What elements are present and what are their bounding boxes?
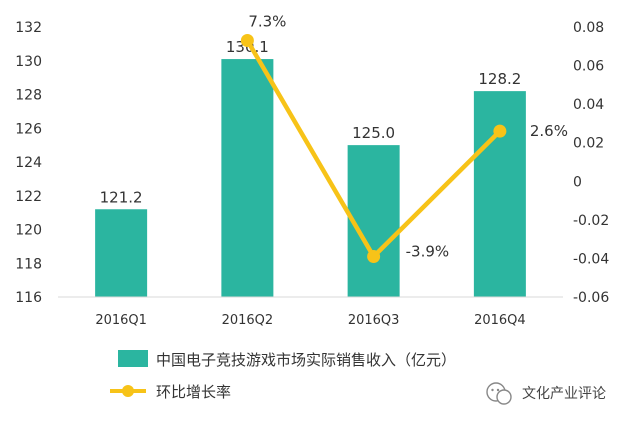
x-axis: 2016Q1 2016Q2 2016Q3 2016Q4	[58, 296, 563, 328]
y-left-tick-label: 120	[15, 223, 42, 239]
y-axis-left: 116 118 120 122 124 126 128 130 132	[15, 20, 42, 306]
x-tick-label: 2016Q3	[348, 313, 400, 328]
y-left-tick-label: 124	[15, 155, 42, 171]
bar-series: 121.2 130.1 125.0 128.2	[95, 38, 526, 297]
legend-line-marker	[122, 385, 134, 397]
y-right-tick-label: 0.08	[573, 20, 604, 36]
y-right-tick-label: 0.02	[573, 136, 604, 152]
y-left-tick-label: 128	[15, 88, 42, 104]
y-left-tick-label: 132	[15, 20, 42, 36]
legend: 中国电子竞技游戏市场实际销售收入（亿元） 环比增长率	[110, 350, 456, 401]
y-left-tick-label: 118	[15, 256, 42, 272]
legend-bar-swatch	[118, 350, 148, 367]
y-right-tick-label: -0.02	[573, 213, 609, 229]
y-right-tick-label: 0	[573, 174, 582, 190]
wechat-icon	[486, 382, 512, 405]
line-data-label: 7.3%	[248, 13, 286, 31]
line-point	[493, 124, 507, 138]
y-right-tick-label: 0.04	[573, 97, 604, 113]
watermark-text: 文化产业评论	[522, 386, 606, 402]
y-right-tick-label: -0.06	[573, 290, 609, 306]
legend-bar-label: 中国电子竞技游戏市场实际销售收入（亿元）	[156, 351, 456, 369]
y-left-tick-label: 116	[15, 290, 42, 306]
y-left-tick-label: 122	[15, 189, 42, 205]
bar	[473, 91, 526, 297]
x-tick-label: 2016Q1	[95, 313, 147, 328]
x-tick-label: 2016Q2	[222, 313, 274, 328]
line-point	[240, 34, 254, 47]
y-right-tick-label: -0.04	[573, 251, 609, 267]
x-tick-label: 2016Q4	[474, 313, 526, 328]
y-left-tick-label: 130	[15, 54, 42, 70]
y-axis-right: -0.06 -0.04 -0.02 0 0.02 0.04 0.06 0.08	[573, 20, 609, 306]
line-point	[367, 250, 381, 263]
legend-line-label: 环比增长率	[156, 383, 231, 401]
bar	[95, 209, 148, 297]
y-left-tick-label: 126	[15, 121, 42, 137]
bar-data-label: 121.2	[100, 188, 143, 206]
line-data-label: -3.9%	[406, 243, 450, 261]
line-series: 7.3% -3.9% 2.6%	[240, 13, 568, 263]
bar	[221, 59, 274, 297]
watermark: 文化产业评论	[486, 382, 606, 405]
line-data-label: 2.6%	[530, 122, 568, 140]
bar-data-label: 128.2	[478, 70, 521, 88]
bar-data-label: 130.1	[226, 38, 269, 56]
y-right-tick-label: 0.06	[573, 59, 604, 75]
bar-data-label: 125.0	[352, 124, 395, 142]
bar	[347, 145, 400, 297]
